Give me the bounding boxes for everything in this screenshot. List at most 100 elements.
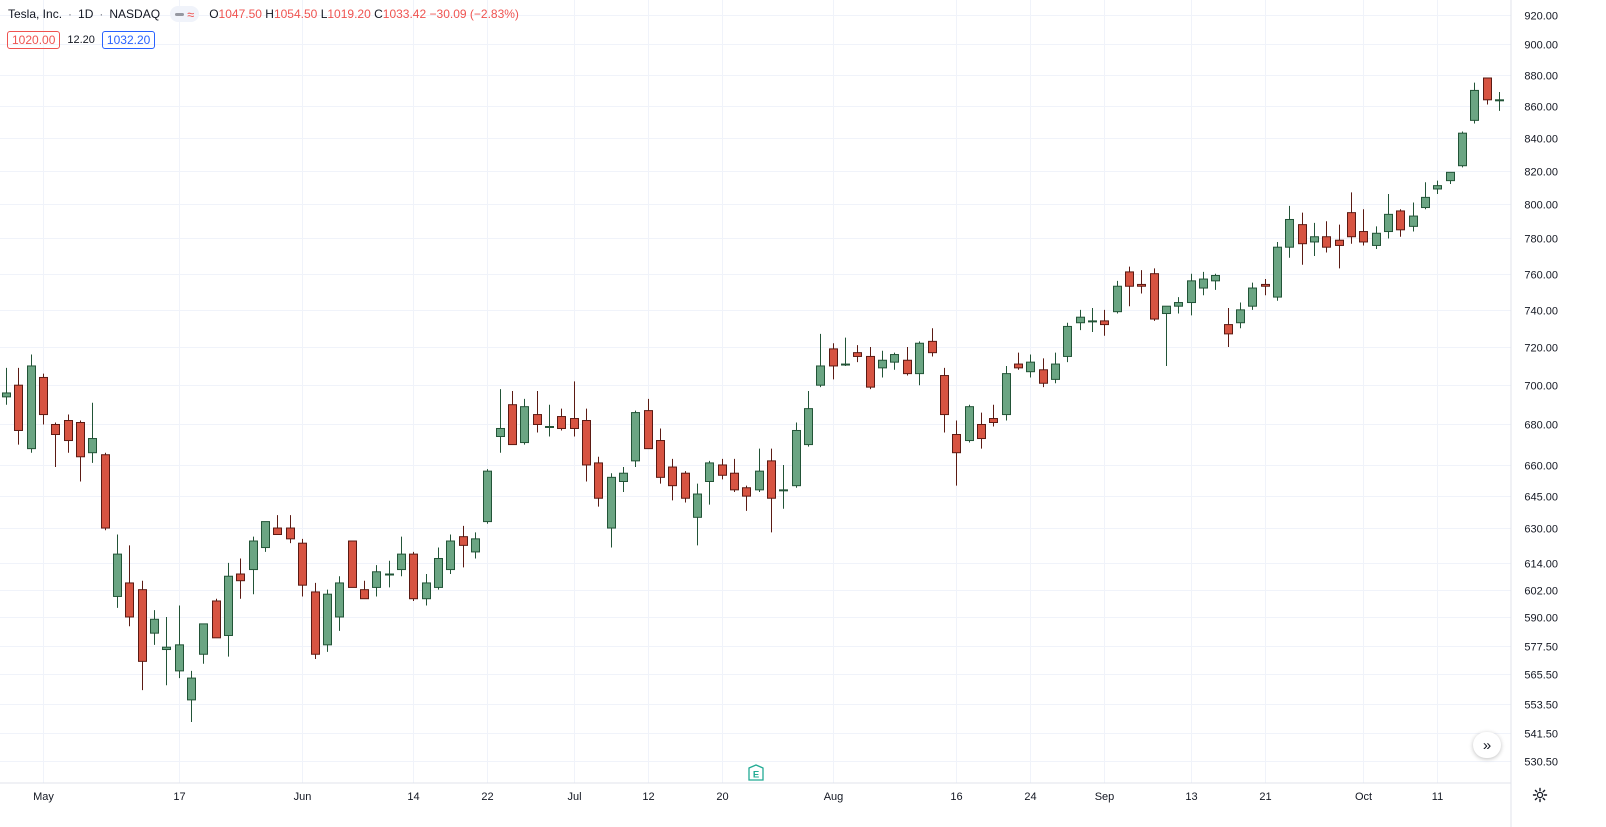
price-tick-label: 920.00 <box>1524 11 1558 23</box>
ask-button[interactable]: 1032.20 <box>101 31 156 49</box>
bid-button[interactable]: 1020.00 <box>7 31 61 49</box>
candle-body <box>1113 285 1122 313</box>
candle-body <box>311 591 320 655</box>
candle-body <box>742 487 751 497</box>
price-tick-label: 780.00 <box>1524 234 1558 246</box>
price-tick-label: 645.00 <box>1524 492 1558 504</box>
time-tick-label: 11 <box>1432 791 1443 803</box>
candle-body <box>446 540 455 571</box>
candle-body <box>1002 373 1011 416</box>
candle-body <box>1063 325 1072 357</box>
candle-body <box>249 540 258 571</box>
candle-body <box>792 429 801 487</box>
price-tick-label: 565.50 <box>1524 670 1558 682</box>
candle-body <box>779 489 788 492</box>
candle-body <box>1335 239 1344 246</box>
candle-body <box>1285 218 1294 248</box>
candle-body <box>508 404 517 446</box>
eye-toggle-icon[interactable]: ≈ <box>170 6 200 22</box>
price-tick-label: 614.00 <box>1524 559 1558 571</box>
low-label: L <box>320 7 328 21</box>
candle-body <box>459 536 468 546</box>
close-value: 1033.42 <box>382 7 427 21</box>
price-tick-label: 880.00 <box>1524 71 1558 83</box>
legend-separator: · <box>68 7 73 21</box>
price-tick-label: 700.00 <box>1524 381 1558 393</box>
price-tick-label: 660.00 <box>1524 461 1558 473</box>
candle-body <box>1088 320 1097 323</box>
candle-body <box>385 573 394 576</box>
candle-body <box>113 553 122 597</box>
candle-body <box>224 575 233 636</box>
candle-body <box>335 582 344 618</box>
candle-body <box>101 454 110 529</box>
candle-body <box>952 433 961 454</box>
price-tick-label: 860.00 <box>1524 102 1558 114</box>
open-label: O <box>209 7 219 21</box>
legend-exchange: NASDAQ <box>109 7 161 21</box>
spread-value: 12.20 <box>67 34 95 46</box>
candle-body <box>853 352 862 357</box>
legend-symbol[interactable]: Tesla, Inc. <box>8 7 63 21</box>
price-tick-label: 590.00 <box>1524 613 1558 625</box>
price-tick-label: 740.00 <box>1524 306 1558 318</box>
candle-body <box>1100 320 1109 326</box>
candle-body <box>1162 305 1171 315</box>
price-axis[interactable]: 920.00 900.00 880.00 860.00 840.00 820.00 800.… <box>1524 11 1558 769</box>
candle-body <box>533 414 542 425</box>
candle-body <box>27 365 36 450</box>
scroll-to-latest-button[interactable]: » <box>1473 732 1501 758</box>
candle-body <box>1483 77 1492 101</box>
time-tick-label: 17 <box>173 791 185 803</box>
price-tick-label: 800.00 <box>1524 200 1558 212</box>
candle-body <box>1150 273 1159 320</box>
candle-body <box>2 392 11 398</box>
candle-body <box>1174 302 1183 307</box>
candle-body <box>1273 246 1282 298</box>
candle-body <box>1322 236 1331 248</box>
candle-body <box>409 553 418 600</box>
candle-body <box>175 644 184 672</box>
candle-body <box>496 427 505 438</box>
candle-body <box>965 406 974 442</box>
candle-body <box>668 466 677 487</box>
price-tick-label: 530.50 <box>1524 757 1558 769</box>
open-value: 1047.50 <box>218 7 262 21</box>
candle-body <box>88 438 97 454</box>
candle-body <box>1433 185 1442 190</box>
price-tick-label: 840.00 <box>1524 134 1558 146</box>
candle-body <box>1187 280 1196 304</box>
candle-body <box>841 363 850 366</box>
candle-body <box>51 423 60 435</box>
wave-icon: ≈ <box>187 6 195 22</box>
candle-body <box>829 348 838 367</box>
time-tick-label: May <box>33 791 54 803</box>
time-tick-label: Aug <box>824 791 844 803</box>
candle-body <box>372 571 381 588</box>
candle-body <box>718 464 727 476</box>
candle-body <box>1211 274 1220 282</box>
candle-body <box>273 527 282 536</box>
high-value: 1054.50 <box>273 7 318 21</box>
price-tick-label: 577.50 <box>1524 642 1558 654</box>
price-tick-label: 541.50 <box>1524 729 1558 741</box>
candle-body <box>977 423 986 440</box>
candle-body <box>212 600 221 639</box>
candle-body <box>1446 171 1455 182</box>
gear-icon[interactable] <box>1532 787 1548 803</box>
bid-ask-panel: 1020.00 12.20 1032.20 <box>7 31 156 49</box>
time-axis[interactable]: May 17 Jun 14 22 Jul 12 20 Aug 16 24 Sep 13 21 Oct 11 <box>33 791 1443 803</box>
price-tick-label: 602.00 <box>1524 586 1558 598</box>
candle-body <box>989 418 998 423</box>
price-tick-label: 680.00 <box>1524 420 1558 432</box>
candle-body <box>878 359 887 369</box>
candle-body <box>1248 287 1257 307</box>
candle-body <box>1495 99 1504 102</box>
earnings-e-icon[interactable]: E <box>748 764 764 781</box>
legend-separator: · <box>99 7 104 21</box>
candle-body <box>1421 196 1430 209</box>
candle-body <box>1261 283 1270 287</box>
price-tick-label: 630.00 <box>1524 524 1558 536</box>
legend-interval[interactable]: 1D <box>78 7 94 21</box>
